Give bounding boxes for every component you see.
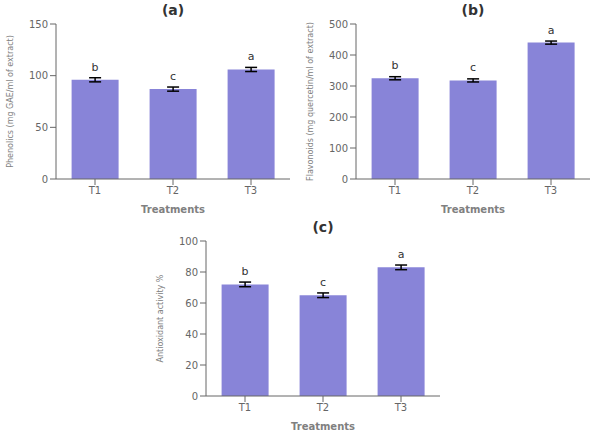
svg-text:T2: T2 [316, 402, 329, 413]
svg-text:T2: T2 [166, 185, 179, 196]
html-text:(a): (a) [161, 2, 185, 18]
svg-text:T1: T1 [388, 185, 401, 196]
svg-text:T2: T2 [466, 185, 479, 196]
svg-text:200: 200 [329, 112, 348, 123]
svg-text:c: c [470, 61, 476, 74]
svg-text:500: 500 [329, 19, 348, 30]
svg-text:60: 60 [185, 298, 198, 309]
svg-text:Treatments: Treatments [441, 204, 505, 215]
svg-text:T3: T3 [394, 402, 407, 413]
svg-text:100: 100 [329, 143, 348, 154]
svg-text:Phenolics (mg GAE/ml of extrac: Phenolics (mg GAE/ml of extract) [8, 35, 15, 168]
svg-text:150: 150 [29, 19, 48, 30]
svg-text:80: 80 [185, 267, 198, 278]
svg-text:a: a [548, 24, 555, 37]
svg-text:50: 50 [35, 122, 48, 133]
svg-text:400: 400 [329, 50, 348, 61]
svg-text:Treatments: Treatments [141, 204, 205, 215]
svg-text:Antioxidant activity %: Antioxidant activity % [156, 274, 165, 362]
svg-text:c: c [320, 276, 326, 289]
svg-text:b: b [242, 265, 249, 278]
svg-text:T3: T3 [244, 185, 257, 196]
svg-text:Flavonoids (mg quercetin/ml of: Flavonoids (mg quercetin/ml of extract) [306, 22, 315, 181]
svg-text:a: a [248, 50, 255, 63]
svg-text:0: 0 [192, 391, 198, 402]
svg-text:300: 300 [329, 81, 348, 92]
svg-text:100: 100 [29, 70, 48, 81]
svg-text:0: 0 [342, 174, 348, 185]
svg-text:T1: T1 [88, 185, 101, 196]
html-text:(b): (b) [461, 2, 485, 18]
svg-text:b: b [392, 59, 399, 72]
svg-text:Treatments: Treatments [291, 421, 355, 432]
svg-text:20: 20 [185, 360, 198, 371]
svg-text:T3: T3 [544, 185, 557, 196]
svg-text:T1: T1 [238, 402, 251, 413]
svg-text:c: c [170, 70, 176, 83]
html-text:(c): (c) [312, 219, 334, 235]
svg-text:100: 100 [179, 236, 198, 247]
svg-text:0: 0 [42, 174, 48, 185]
svg-text:a: a [398, 248, 405, 261]
svg-text:b: b [92, 61, 99, 74]
svg-text:40: 40 [185, 329, 198, 340]
